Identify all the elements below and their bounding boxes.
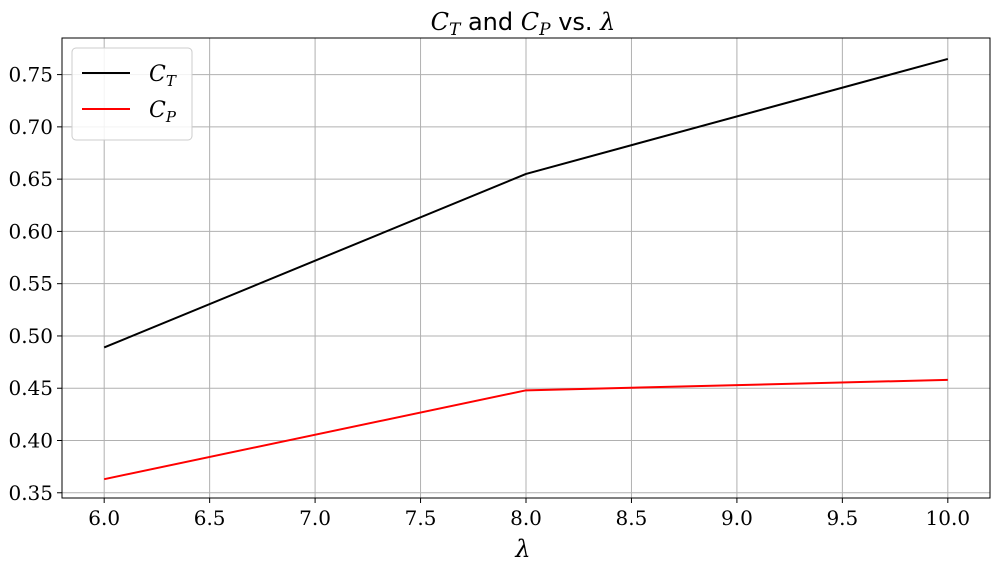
chart-title-part-2: and	[460, 8, 520, 36]
series-line-cp	[103, 378, 948, 481]
series-lines	[103, 57, 949, 481]
legend: CT CP	[71, 47, 193, 141]
y-tick-label: 0.40	[8, 429, 53, 453]
y-tick-label: 0.45	[8, 376, 53, 400]
x-tick-label: 6.5	[194, 506, 226, 530]
chart-title-part-1: T	[449, 20, 462, 40]
chart-title-part-6: λ	[599, 8, 615, 36]
y-tick-label: 0.65	[8, 167, 53, 191]
x-tick-label: 9.5	[826, 506, 858, 530]
y-axis-ticks: 0.35 0.40 0.45 0.50 0.55 0.60 0.65 0.70 0.75	[8, 63, 62, 505]
x-axis-ticks: 6.0 6.5 7.0 7.5 8.0 8.5 9.0 9.5 10.0	[88, 498, 970, 530]
y-tick-label: 0.35	[8, 481, 53, 505]
y-tick-label: 0.75	[8, 63, 53, 87]
x-tick-label: 10.0	[926, 506, 971, 530]
y-tick-label: 0.55	[8, 272, 53, 296]
x-tick-label: 9.0	[721, 506, 753, 530]
chart-title: CT and CP vs. λ	[431, 8, 616, 40]
legend-label-ct: CT	[149, 62, 177, 90]
x-axis-label: λ	[514, 535, 530, 563]
chart-title-part-4: P	[538, 20, 551, 40]
y-tick-label: 0.60	[8, 219, 53, 243]
legend-box	[71, 47, 193, 141]
chart-title-part-5: vs.	[551, 8, 601, 36]
x-tick-label: 7.0	[299, 506, 331, 530]
x-tick-label: 8.5	[616, 506, 648, 530]
chart-title-part-0: C	[431, 8, 449, 36]
y-tick-label: 0.70	[8, 115, 53, 139]
x-tick-label: 8.0	[510, 506, 542, 530]
x-tick-label: 7.5	[405, 506, 437, 530]
chart-title-part-3: C	[521, 8, 539, 36]
series-line-ct	[103, 57, 949, 349]
x-tick-label: 6.0	[88, 506, 120, 530]
legend-label-cp: CP	[149, 98, 177, 126]
y-tick-label: 0.50	[8, 324, 53, 348]
